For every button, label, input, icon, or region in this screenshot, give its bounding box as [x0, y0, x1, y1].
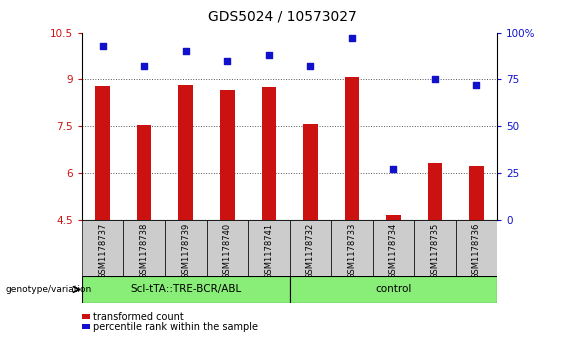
Text: GDS5024 / 10573027: GDS5024 / 10573027 [208, 9, 357, 23]
Point [181, 49, 190, 54]
Text: transformed count: transformed count [93, 312, 184, 322]
Point [98, 43, 107, 49]
Text: GSM1178736: GSM1178736 [472, 223, 481, 279]
Bar [373, 220, 414, 276]
Point [472, 82, 481, 88]
Bar [95, 86, 110, 220]
Text: GSM1178740: GSM1178740 [223, 223, 232, 278]
Text: GSM1178735: GSM1178735 [431, 223, 440, 279]
Bar [137, 125, 151, 220]
Text: GSM1178734: GSM1178734 [389, 223, 398, 279]
Point [431, 77, 440, 82]
Text: GSM1178733: GSM1178733 [347, 223, 357, 279]
Text: GSM1178737: GSM1178737 [98, 223, 107, 279]
Point [264, 52, 273, 58]
Bar [455, 220, 497, 276]
Bar [386, 215, 401, 220]
Point [389, 166, 398, 172]
Point [347, 35, 357, 41]
Text: genotype/variation: genotype/variation [6, 285, 92, 294]
Text: GSM1178738: GSM1178738 [140, 223, 149, 279]
Text: GSM1178741: GSM1178741 [264, 223, 273, 278]
Bar [414, 220, 455, 276]
Bar [207, 220, 248, 276]
Bar [262, 87, 276, 220]
Bar [165, 220, 207, 276]
Point [223, 58, 232, 64]
Bar [82, 220, 123, 276]
Bar [289, 276, 497, 303]
Bar [303, 124, 318, 220]
Bar [469, 166, 484, 220]
Bar [428, 163, 442, 220]
Text: GSM1178732: GSM1178732 [306, 223, 315, 279]
Bar [248, 220, 289, 276]
Point [140, 64, 149, 69]
Bar [179, 85, 193, 220]
Text: control: control [375, 285, 411, 294]
Bar [82, 276, 289, 303]
Bar [331, 220, 373, 276]
Point [306, 64, 315, 69]
Text: GSM1178739: GSM1178739 [181, 223, 190, 279]
Bar [345, 77, 359, 220]
Bar [289, 220, 331, 276]
Bar [220, 90, 234, 220]
Text: Scl-tTA::TRE-BCR/ABL: Scl-tTA::TRE-BCR/ABL [130, 285, 241, 294]
Text: percentile rank within the sample: percentile rank within the sample [93, 322, 258, 331]
Bar [123, 220, 165, 276]
